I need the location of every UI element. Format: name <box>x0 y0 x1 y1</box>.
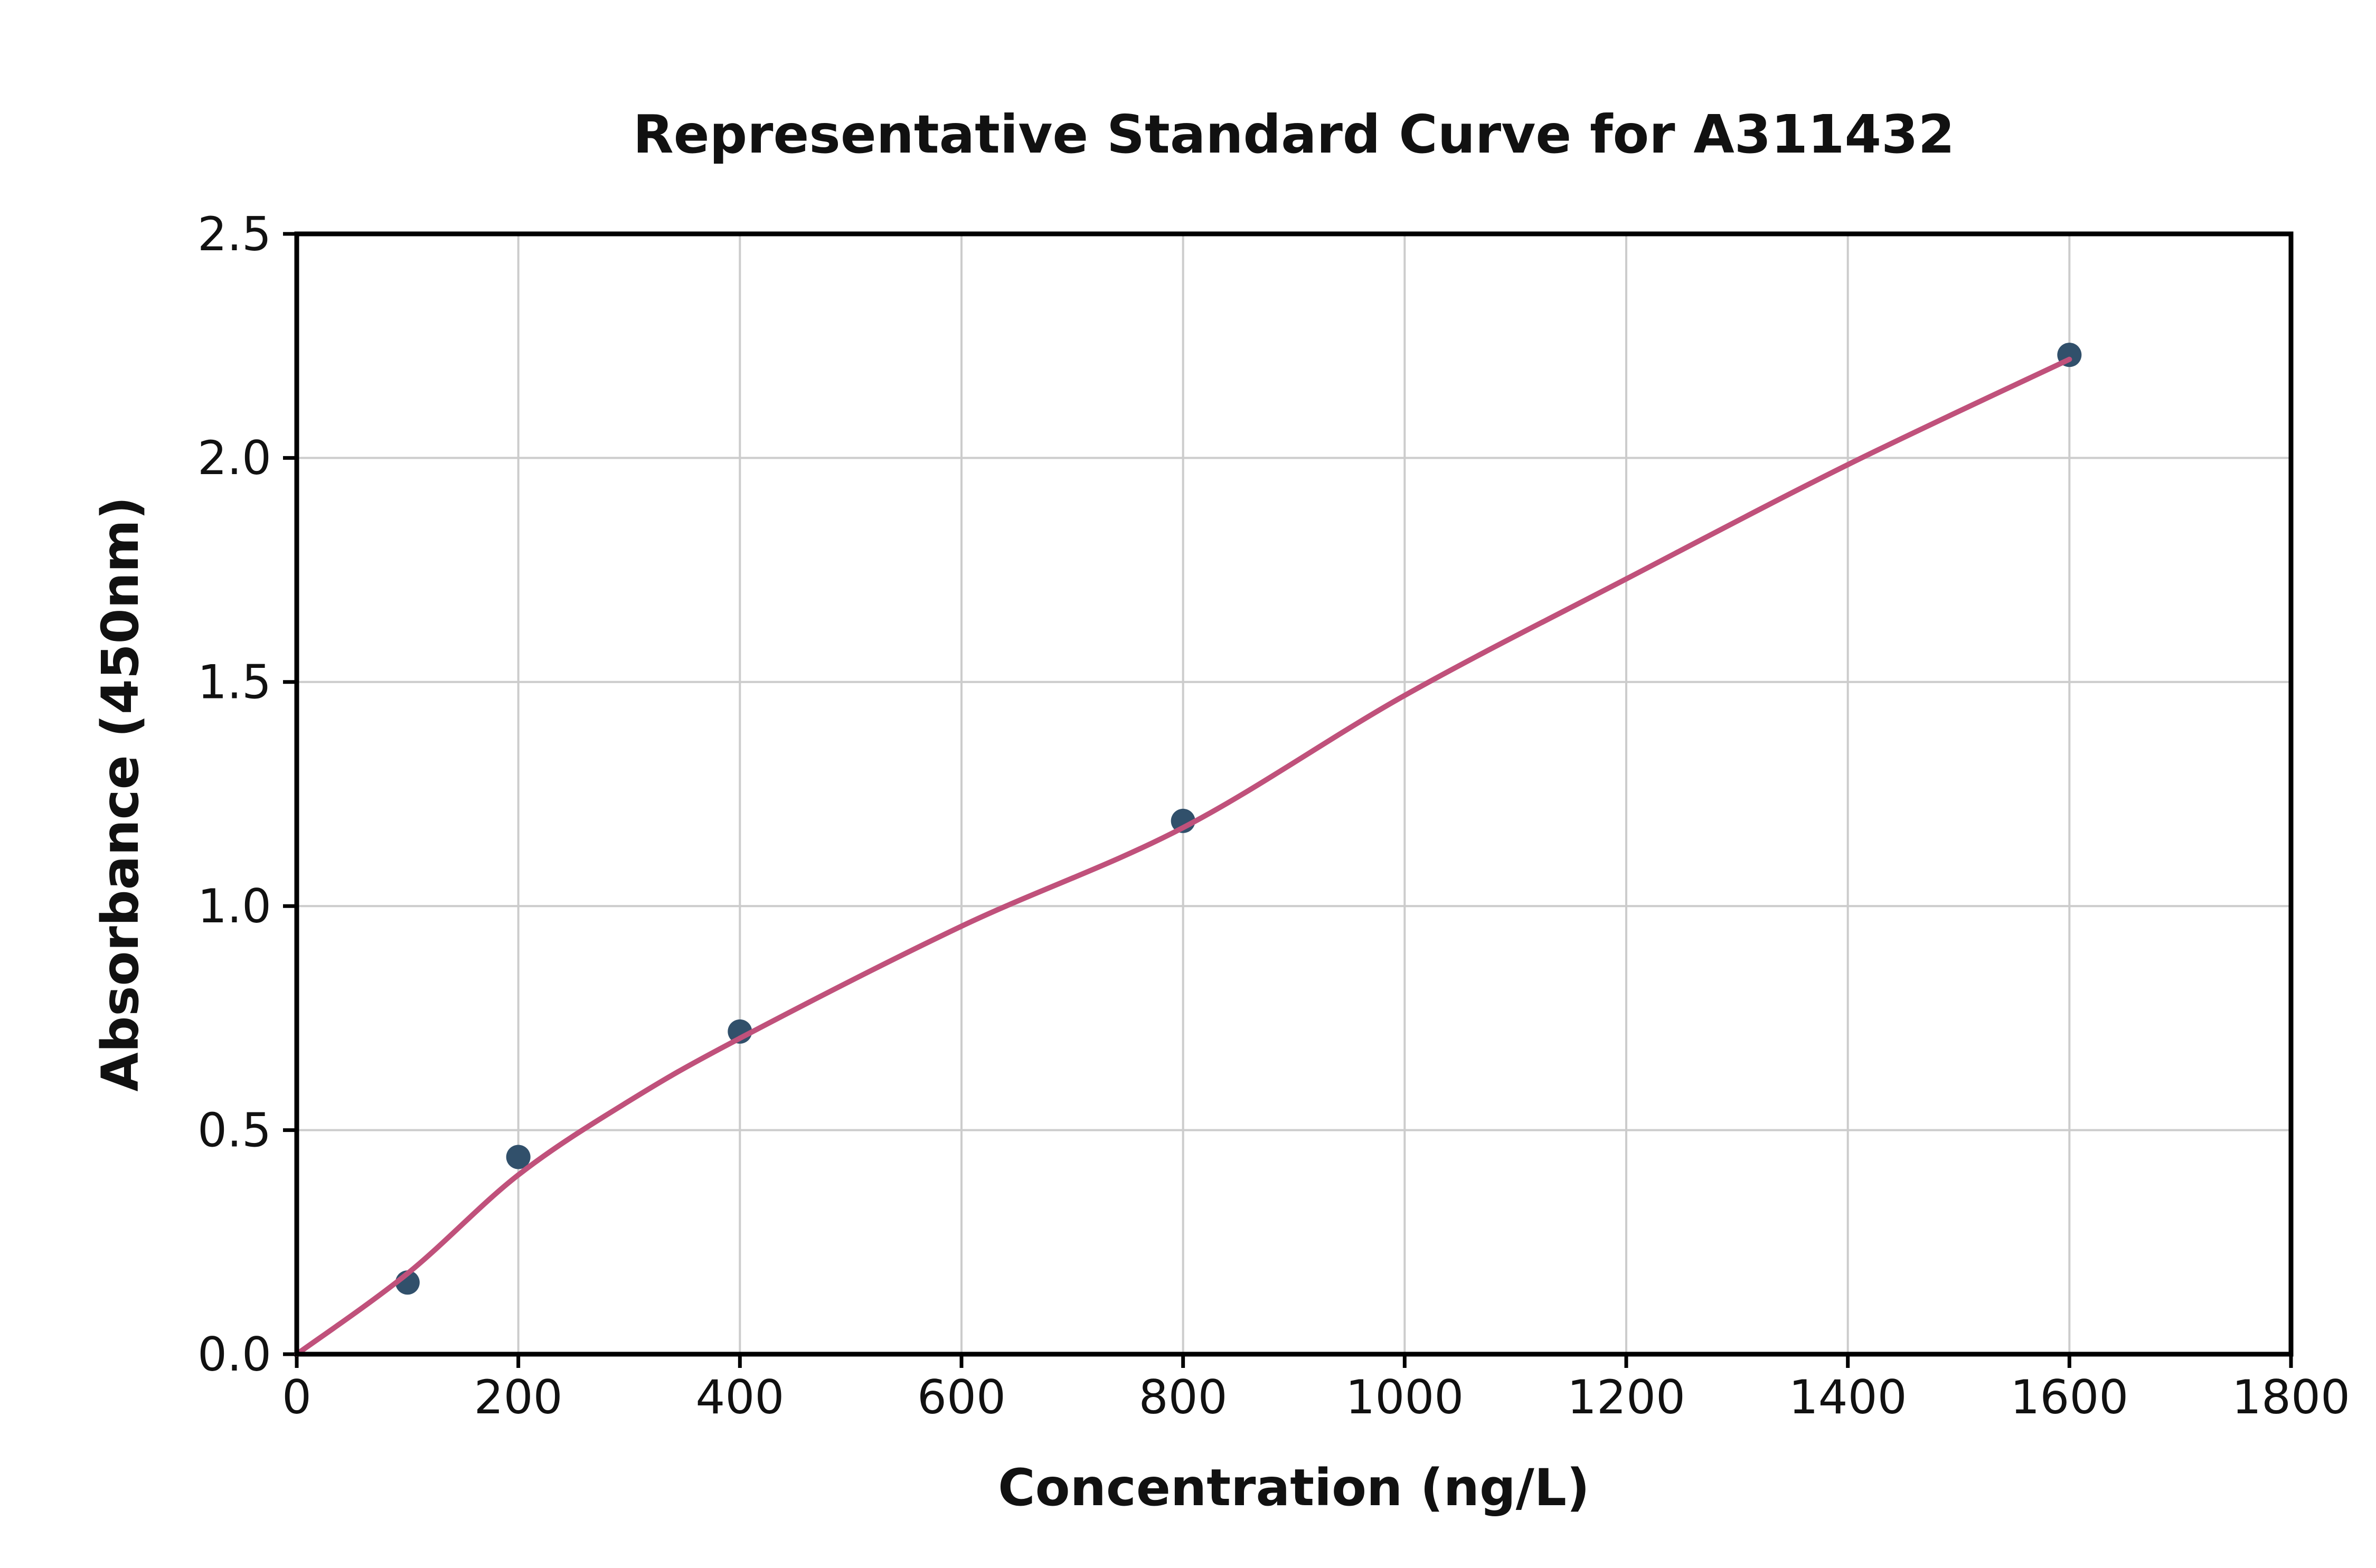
y-tick-label: 1.5 <box>197 655 271 710</box>
x-tick-label: 1600 <box>2010 1370 2128 1424</box>
x-tick-label: 200 <box>474 1370 563 1424</box>
x-axis-label: Concentration (ng/L) <box>998 1458 1590 1517</box>
x-tick-label: 1800 <box>2232 1370 2350 1424</box>
grid-lines <box>296 233 2292 1355</box>
x-tick-label: 400 <box>695 1370 784 1424</box>
y-tick-label: 2.5 <box>197 207 271 261</box>
y-tick-label: 0.5 <box>197 1103 271 1157</box>
x-tick-label: 600 <box>917 1370 1006 1424</box>
x-tick-label: 1200 <box>1567 1370 1685 1424</box>
y-tick-label: 2.0 <box>197 431 271 485</box>
chart-title: Representative Standard Curve for A31143… <box>633 103 1955 165</box>
x-tick-label: 800 <box>1139 1370 1228 1424</box>
fitted-curve-line <box>294 356 2072 1357</box>
plot-frame <box>294 231 2294 1357</box>
data-point <box>506 1145 531 1169</box>
y-tick-label: 0.0 <box>197 1327 271 1382</box>
x-tick-label: 0 <box>282 1370 312 1424</box>
x-tick-label: 1000 <box>1345 1370 1464 1424</box>
axis-ticks: 0 200 400 600 800 1000 1200 1400 1600 1800 0.0 0.5 1… <box>197 207 2350 1424</box>
data-points <box>395 343 2082 1295</box>
x-tick-label: 1400 <box>1789 1370 1907 1424</box>
y-tick-label: 1.0 <box>197 879 271 933</box>
